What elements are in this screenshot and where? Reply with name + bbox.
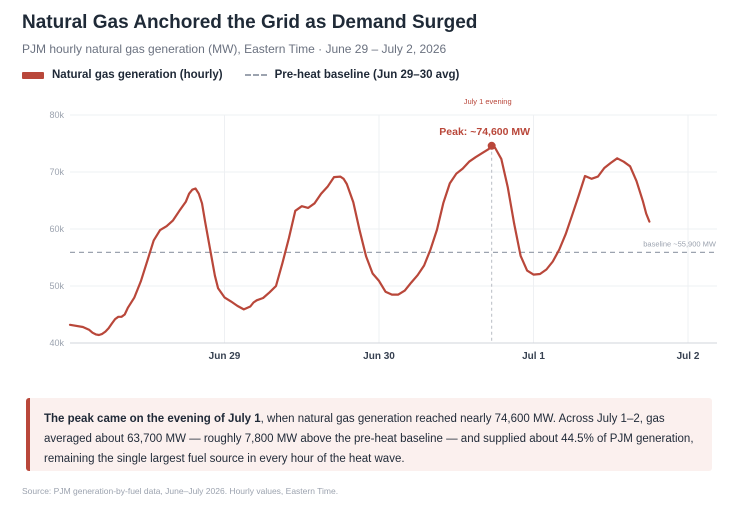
gas-generation-line xyxy=(68,144,651,337)
legend-gas-label: Natural gas generation (hourly) xyxy=(52,69,223,81)
y-tick-label: 40k xyxy=(49,338,64,348)
x-tick-label: Jul 2 xyxy=(677,351,700,362)
chart-subtitle: PJM hourly natural gas generation (MW), … xyxy=(22,42,447,56)
y-tick-label: 50k xyxy=(49,281,64,291)
x-tick-label: Jul 1 xyxy=(522,351,545,362)
x-tick-label: Jun 30 xyxy=(363,351,395,362)
line-chart: 40k 50k 60k 70k 80k Jun 29 Jun 30 Jul 1 Jul 2 b… xyxy=(49,97,717,362)
source-note: Source: PJM generation-by-fuel data, Jun… xyxy=(22,486,339,496)
y-tick-label: 80k xyxy=(49,110,64,120)
insight-callout: The peak came on the evening of July 1, … xyxy=(26,398,712,471)
legend: Natural gas generation (hourly) Pre-heat… xyxy=(22,69,459,81)
y-tick-label: 70k xyxy=(49,167,64,177)
legend-gas-swatch xyxy=(22,71,44,79)
callout-lead: The peak came on the evening of July 1 xyxy=(44,413,261,425)
callout-body: , when natural gas generation reached ne… xyxy=(44,413,694,465)
legend-baseline-swatch xyxy=(244,74,267,76)
chart-title: Natural Gas Anchored the Grid as Demand … xyxy=(22,12,478,33)
y-tick-label: 60k xyxy=(49,224,64,234)
peak-marker-label: July 1 evening xyxy=(464,97,512,106)
legend-baseline-label: Pre-heat baseline (Jun 29–30 avg) xyxy=(274,69,460,81)
baseline-label: baseline ~55,900 MW xyxy=(643,239,717,248)
peak-point xyxy=(487,141,496,150)
peak-label: Peak: ~74,600 MW xyxy=(439,126,530,138)
x-tick-label: Jun 29 xyxy=(209,351,241,362)
y-axis-ticks: 40k 50k 60k 70k 80k xyxy=(49,110,64,348)
x-axis-ticks: Jun 29 Jun 30 Jul 1 Jul 2 xyxy=(209,351,700,362)
grid-lines xyxy=(70,114,717,344)
